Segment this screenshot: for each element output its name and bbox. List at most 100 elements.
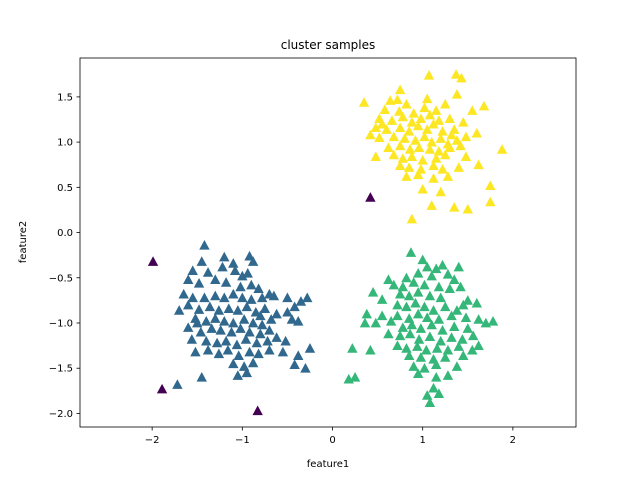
- data-point: [446, 310, 457, 321]
- y-tick-label: −1.0: [49, 318, 73, 329]
- data-point: [413, 142, 425, 152]
- data-point: [394, 106, 405, 116]
- data-point: [435, 335, 446, 346]
- data-point: [246, 294, 257, 304]
- data-point: [462, 295, 473, 305]
- data-point: [467, 344, 478, 355]
- data-point: [237, 292, 248, 303]
- data-point: [174, 305, 185, 315]
- data-point: [460, 312, 472, 322]
- data-point: [433, 145, 445, 156]
- y-tick-label: −0.5: [49, 273, 73, 284]
- data-point: [193, 304, 205, 314]
- data-point: [449, 274, 460, 285]
- data-point: [408, 277, 419, 287]
- data-point: [453, 341, 464, 351]
- y-axis-label: feature2: [18, 221, 29, 263]
- data-point: [442, 171, 454, 181]
- data-point: [394, 330, 406, 341]
- x-axis-label: feature1: [307, 459, 349, 470]
- data-point: [419, 301, 430, 312]
- data-point: [235, 323, 246, 333]
- data-point: [232, 370, 244, 380]
- data-point: [379, 104, 391, 114]
- data-point: [237, 270, 248, 281]
- data-point: [178, 288, 189, 299]
- data-point: [412, 287, 424, 297]
- data-point: [412, 368, 424, 379]
- data-point: [186, 334, 198, 344]
- data-point: [435, 292, 446, 303]
- data-point: [437, 325, 448, 335]
- data-point: [196, 372, 207, 382]
- data-point: [433, 281, 445, 292]
- data-point: [361, 308, 372, 319]
- data-point: [401, 301, 412, 312]
- data-point: [437, 259, 448, 270]
- data-point: [437, 164, 448, 174]
- data-point: [449, 202, 460, 212]
- data-point: [383, 328, 394, 339]
- data-point: [423, 69, 435, 80]
- data-point: [202, 267, 214, 277]
- data-point: [282, 306, 293, 317]
- data-point: [433, 314, 445, 324]
- data-point: [259, 303, 271, 313]
- data-point: [359, 317, 371, 328]
- data-point: [247, 317, 259, 328]
- data-point: [471, 127, 482, 138]
- data-point: [255, 328, 266, 339]
- data-point: [440, 301, 451, 312]
- data-point: [392, 94, 403, 105]
- data-point: [210, 313, 221, 323]
- data-point: [268, 290, 280, 301]
- data-point: [399, 133, 410, 143]
- data-point: [426, 136, 437, 147]
- data-point: [422, 124, 433, 134]
- plot-frame: [79, 57, 577, 428]
- data-point: [457, 334, 468, 344]
- data-point: [246, 279, 257, 290]
- data-point: [415, 323, 427, 333]
- data-point: [404, 328, 416, 339]
- data-point: [222, 344, 234, 355]
- x-tick-label: 2: [510, 435, 516, 446]
- data-point: [428, 305, 439, 315]
- data-point: [460, 131, 472, 142]
- data-point: [428, 160, 439, 171]
- data-point: [404, 144, 416, 154]
- data-point: [187, 265, 198, 275]
- data-point: [365, 129, 376, 140]
- data-point: [424, 290, 436, 301]
- data-point: [238, 314, 250, 324]
- data-point: [252, 405, 263, 416]
- data-point: [431, 153, 442, 163]
- data-point: [437, 126, 448, 136]
- data-point: [419, 102, 430, 113]
- data-point: [462, 203, 473, 214]
- data-point: [412, 268, 424, 278]
- data-point: [421, 344, 432, 355]
- data-point: [433, 388, 445, 398]
- data-point: [220, 335, 232, 346]
- data-point: [219, 315, 230, 326]
- data-point: [386, 115, 398, 125]
- y-tick-label: 1.5: [57, 92, 73, 103]
- data-point: [451, 361, 463, 371]
- data-point: [244, 250, 255, 261]
- data-point: [383, 274, 394, 285]
- data-point: [183, 274, 194, 285]
- data-point: [422, 312, 433, 322]
- data-point: [471, 297, 482, 308]
- data-point: [247, 256, 259, 266]
- x-axis: −2 −1 0 1 2: [145, 427, 516, 446]
- data-point: [428, 118, 439, 129]
- data-point: [403, 126, 415, 136]
- data-point: [417, 154, 428, 165]
- data-point: [204, 301, 216, 312]
- x-tick-label: 1: [420, 435, 426, 446]
- data-point: [370, 122, 381, 133]
- data-point: [206, 323, 217, 333]
- data-point: [231, 339, 243, 350]
- data-point: [172, 379, 183, 389]
